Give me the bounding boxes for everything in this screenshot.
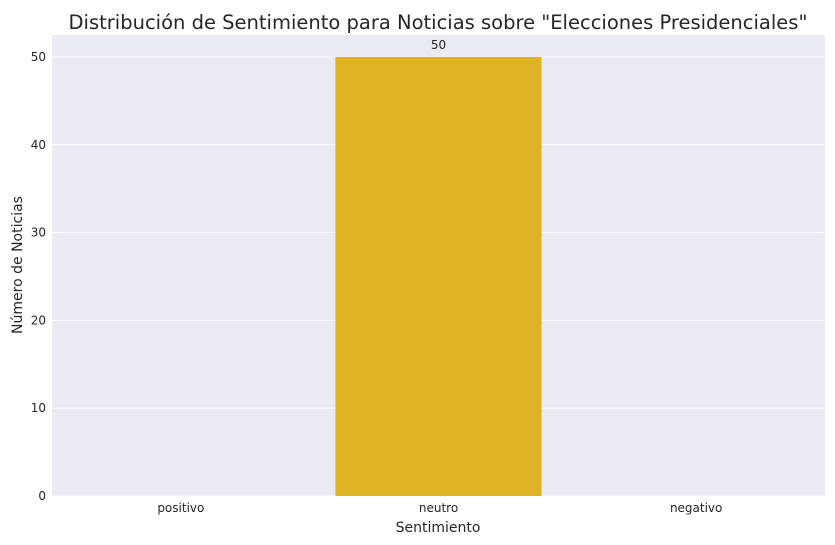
y-tick-label: 40 xyxy=(31,138,46,152)
x-tick-label-neutro: neutro xyxy=(419,501,458,515)
y-tick-label: 20 xyxy=(31,313,46,327)
data-labels: 50 xyxy=(431,38,446,52)
bar-neutro xyxy=(335,56,542,496)
y-tick-label: 10 xyxy=(31,401,46,415)
y-tick-label: 0 xyxy=(38,489,46,503)
y-axis-label: Número de Noticias xyxy=(10,196,26,334)
x-tick-label-negativo: negativo xyxy=(670,501,722,515)
y-tick-label: 30 xyxy=(31,226,46,240)
y-axis-ticks: 0 10 20 30 40 50 xyxy=(31,50,46,503)
data-label-neutro: 50 xyxy=(431,38,446,52)
x-axis-label: Sentimiento xyxy=(396,520,481,536)
x-tick-label-positivo: positivo xyxy=(157,501,204,515)
bars xyxy=(335,56,542,496)
y-tick-label: 50 xyxy=(31,50,46,64)
chart-title: Distribución de Sentimiento para Noticia… xyxy=(69,11,808,34)
x-axis-ticks: positivo neutro negativo xyxy=(157,501,722,515)
